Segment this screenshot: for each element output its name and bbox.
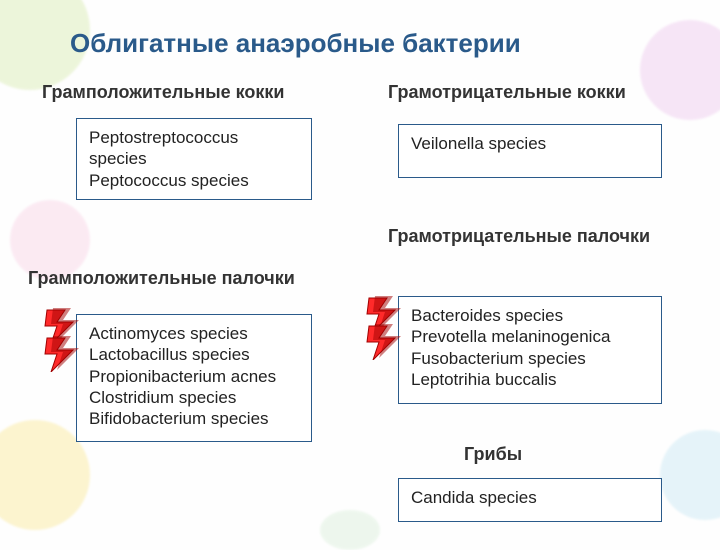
- box-gram-positive-cocci: PeptostreptococcusspeciesPeptococcus spe…: [76, 118, 312, 200]
- label-gram-positive-rods: Грамположительные палочки: [28, 268, 295, 289]
- decorative-blob: [660, 430, 720, 520]
- box-gram-negative-rods: Bacteroides speciesPrevotella melaninoge…: [398, 296, 662, 404]
- list-item: Bifidobacterium species: [89, 408, 299, 429]
- list-item: Bacteroides species: [411, 305, 649, 326]
- list-item: Veilonella species: [411, 133, 649, 154]
- label-fungi: Грибы: [464, 444, 522, 465]
- lightning-bolt-icon: [364, 320, 406, 360]
- list-item: Propionibacterium acnes: [89, 366, 299, 387]
- box-fungi: Candida species: [398, 478, 662, 522]
- list-item: Lactobacillus species: [89, 344, 299, 365]
- lightning-bolt-icon: [42, 332, 84, 372]
- list-item: species: [89, 148, 299, 169]
- decorative-blob: [320, 510, 380, 550]
- list-item: Actinomyces species: [89, 323, 299, 344]
- box-gram-positive-rods: Actinomyces speciesLactobacillus species…: [76, 314, 312, 442]
- label-gram-positive-cocci: Грамположительные кокки: [42, 82, 284, 103]
- list-item: Candida species: [411, 487, 649, 508]
- box-gram-negative-cocci: Veilonella species: [398, 124, 662, 178]
- label-gram-negative-rods: Грамотрицательные палочки: [388, 226, 650, 247]
- list-item: Leptotrihia buccalis: [411, 369, 649, 390]
- slide-title: Облигатные анаэробные бактерии: [70, 28, 521, 59]
- label-gram-negative-cocci: Грамотрицательные кокки: [388, 82, 626, 103]
- list-item: Peptococcus species: [89, 170, 299, 191]
- decorative-blob: [640, 20, 720, 120]
- list-item: Fusobacterium species: [411, 348, 649, 369]
- list-item: Prevotella melaninogenica: [411, 326, 649, 347]
- list-item: Clostridium species: [89, 387, 299, 408]
- list-item: Peptostreptococcus: [89, 127, 299, 148]
